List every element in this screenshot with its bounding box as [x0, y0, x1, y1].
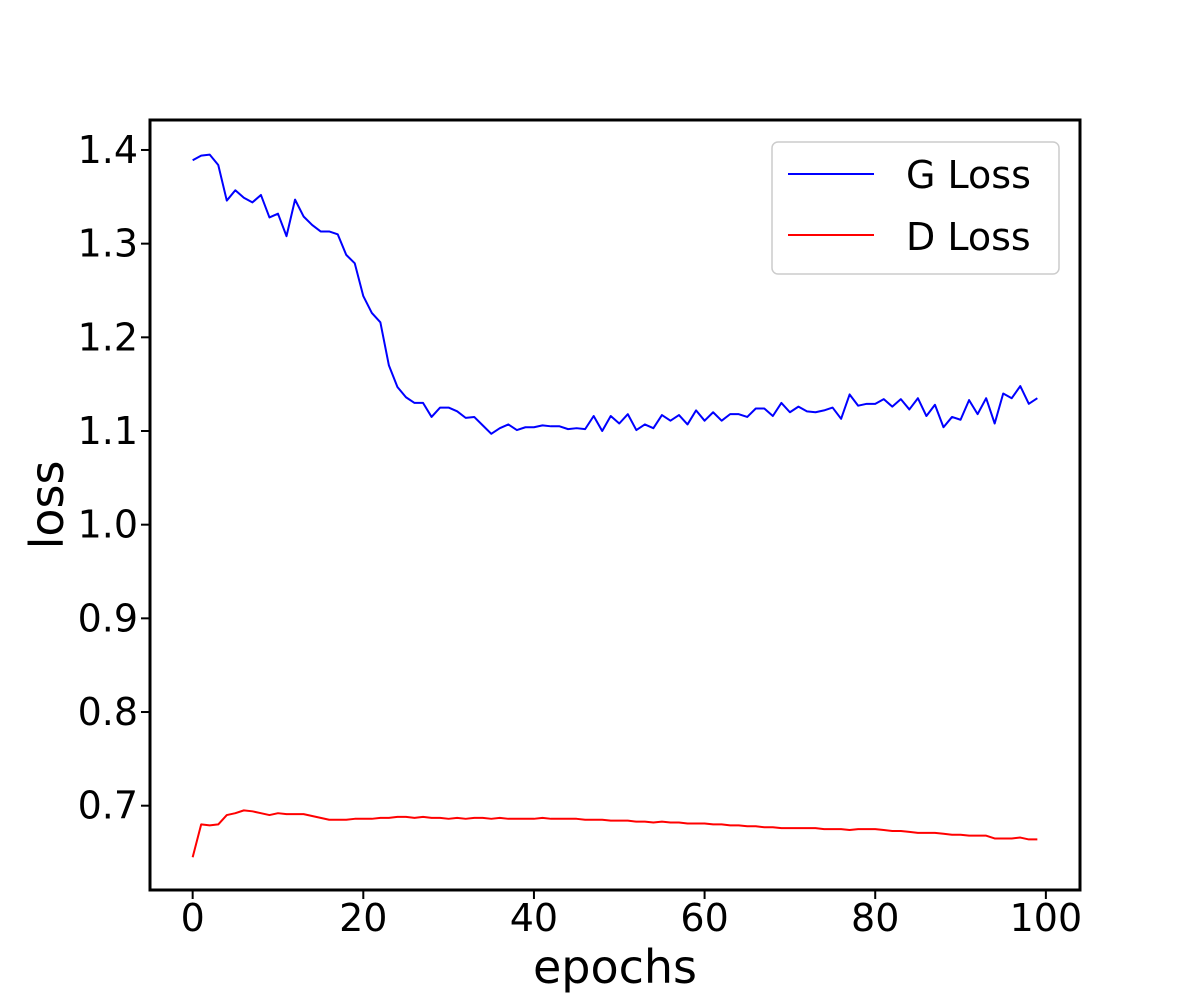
x-tick-label: 20 — [339, 896, 387, 940]
x-tick-label: 0 — [181, 896, 205, 940]
plot-frame — [148, 118, 1082, 892]
x-axis-label: epochs — [533, 940, 697, 994]
x-tick-label: 40 — [510, 896, 558, 940]
x-axis-ticks: 0 20 40 60 80 100 — [181, 890, 1083, 940]
y-axis-label: loss — [20, 461, 74, 550]
legend-label-g-loss: G Loss — [906, 153, 1031, 197]
x-tick-label: 100 — [1010, 896, 1083, 940]
x-tick-label: 80 — [851, 896, 899, 940]
series-line-d-loss — [191, 809, 1038, 858]
x-tick-label: 60 — [680, 896, 728, 940]
y-tick-label: 1.3 — [78, 222, 138, 266]
y-axis-ticks: 0.7 0.8 0.9 1.0 1.1 1.2 1.3 1.4 — [78, 128, 150, 828]
y-tick-label: 1.2 — [78, 315, 138, 359]
legend: G Loss D Loss — [771, 141, 1060, 275]
series-line-g-loss — [192, 153, 1038, 435]
y-tick-label: 0.9 — [78, 596, 138, 640]
y-tick-label: 0.7 — [78, 784, 138, 828]
y-tick-label: 1.0 — [78, 503, 138, 547]
y-tick-label: 0.8 — [78, 690, 138, 734]
y-tick-label: 1.1 — [78, 409, 138, 453]
legend-label-d-loss: D Loss — [906, 215, 1031, 259]
y-tick-label: 1.4 — [78, 128, 138, 172]
series-lines — [191, 153, 1038, 858]
